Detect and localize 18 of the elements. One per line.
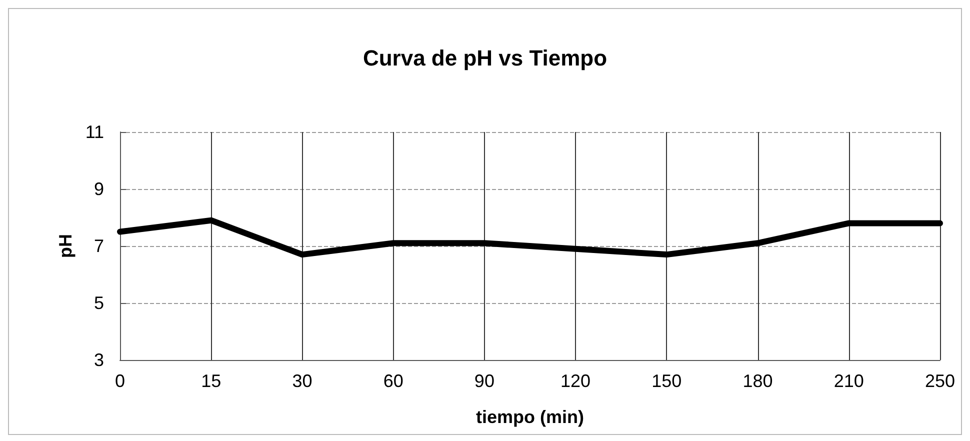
x-tick-label: 210: [834, 371, 864, 391]
x-tick-label: 120: [560, 371, 591, 391]
y-axis-title: pH: [55, 234, 76, 258]
x-tick-label: 15: [201, 371, 222, 391]
x-tick-label: 30: [292, 371, 312, 391]
x-tick-label: 60: [383, 371, 404, 391]
x-tick-label: 150: [652, 371, 682, 391]
y-tick-label: 7: [94, 236, 104, 256]
y-tick-label: 9: [94, 179, 104, 199]
x-tick-label: 90: [474, 371, 494, 391]
x-tick-label: 250: [924, 371, 956, 391]
y-tick-label: 3: [94, 350, 104, 370]
x-axis-title: tiempo (min): [476, 407, 584, 427]
x-tick-label: 0: [114, 371, 126, 391]
x-tick-label: 180: [742, 371, 773, 391]
y-tick-label: 5: [94, 293, 104, 313]
chart-title: Curva de pH vs Tiempo: [362, 46, 608, 70]
y-tick-label: 11: [85, 122, 104, 142]
